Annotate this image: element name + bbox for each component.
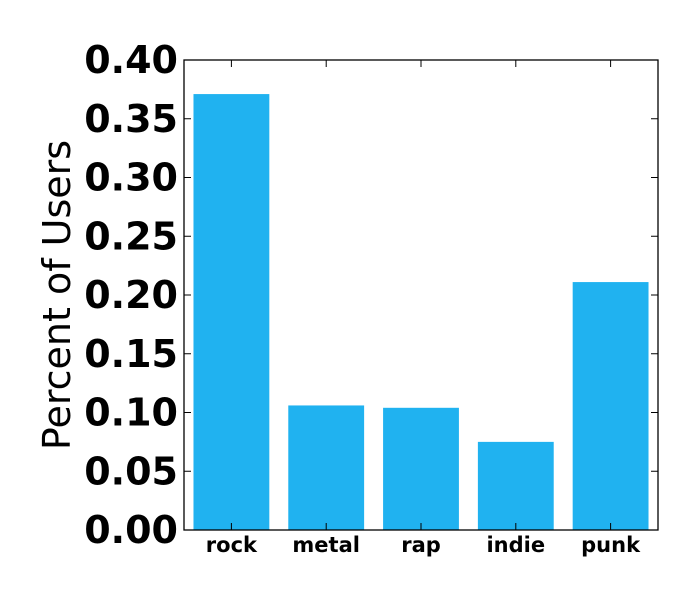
x-tick-label-metal: metal [292,533,360,557]
y-tick-label-0: 0.00 [84,508,178,552]
y-tick-label-4: 0.20 [84,273,178,317]
y-axis-label: Percent of Users [35,140,79,450]
y-tick-labels: 0.00 0.05 0.10 0.15 0.20 0.25 0.30 0.35 0.40 [84,38,178,552]
x-tick-label-indie: indie [486,533,545,557]
bar-punk [572,282,649,530]
y-tick-label-6: 0.30 [84,156,178,200]
y-tick-label-3: 0.15 [84,332,178,376]
bar-rock [193,94,270,530]
plot-frame [183,59,659,531]
bar-indie [477,441,554,530]
x-tick-label-punk: punk [581,533,641,557]
y-tick-label-1: 0.05 [84,449,178,493]
bar-rap [383,407,459,530]
x-tick-label-rock: rock [206,533,258,557]
bar-metal [288,405,365,530]
y-tick-label-2: 0.10 [84,391,178,435]
y-tick-label-8: 0.40 [84,38,178,82]
y-tick-label-7: 0.35 [84,97,178,141]
x-tick-labels: rock metal rap indie punk [206,533,641,557]
y-tick-label-5: 0.25 [84,214,178,258]
bars-group [193,94,649,530]
x-tick-label-rap: rap [401,533,441,557]
